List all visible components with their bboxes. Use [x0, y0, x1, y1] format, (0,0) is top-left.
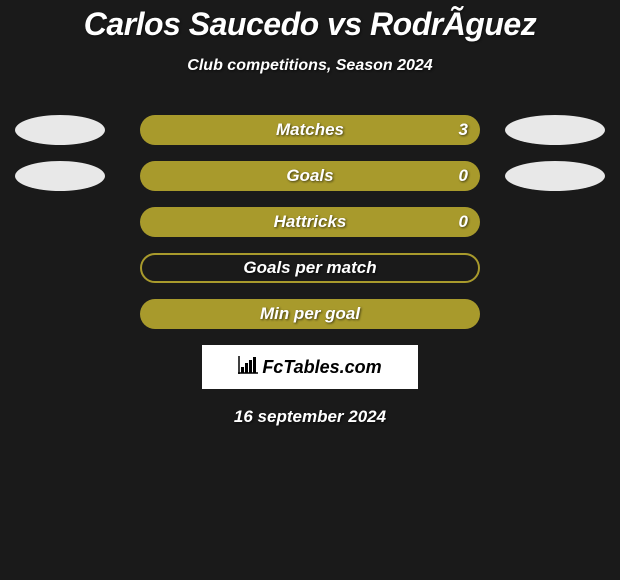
stat-row: Goals0 — [0, 161, 620, 191]
stat-value: 0 — [140, 207, 468, 237]
avatar-player-right — [505, 115, 605, 145]
stat-row: Matches3 — [0, 115, 620, 145]
avatar-player-left — [15, 115, 105, 145]
stat-value: 0 — [140, 161, 468, 191]
stat-value: 3 — [140, 115, 468, 145]
date-text: 16 september 2024 — [0, 407, 620, 427]
avatar-player-right — [505, 161, 605, 191]
avatar-player-left — [15, 161, 105, 191]
logo-text: FcTables.com — [262, 357, 381, 378]
fctables-logo[interactable]: FcTables.com — [202, 345, 418, 389]
stat-row: Hattricks0 — [0, 207, 620, 237]
stat-row: Goals per match — [0, 253, 620, 283]
subtitle: Club competitions, Season 2024 — [0, 57, 620, 75]
stat-row: Min per goal — [0, 299, 620, 329]
bar-chart-icon — [238, 356, 258, 379]
page-title: Carlos Saucedo vs RodrÃ­guez — [0, 0, 620, 43]
stat-label: Goals per match — [140, 253, 480, 283]
stats-rows: Matches3 Goals0 Hattricks0 Goals per match M… — [0, 115, 620, 329]
stat-label: Min per goal — [140, 299, 480, 329]
